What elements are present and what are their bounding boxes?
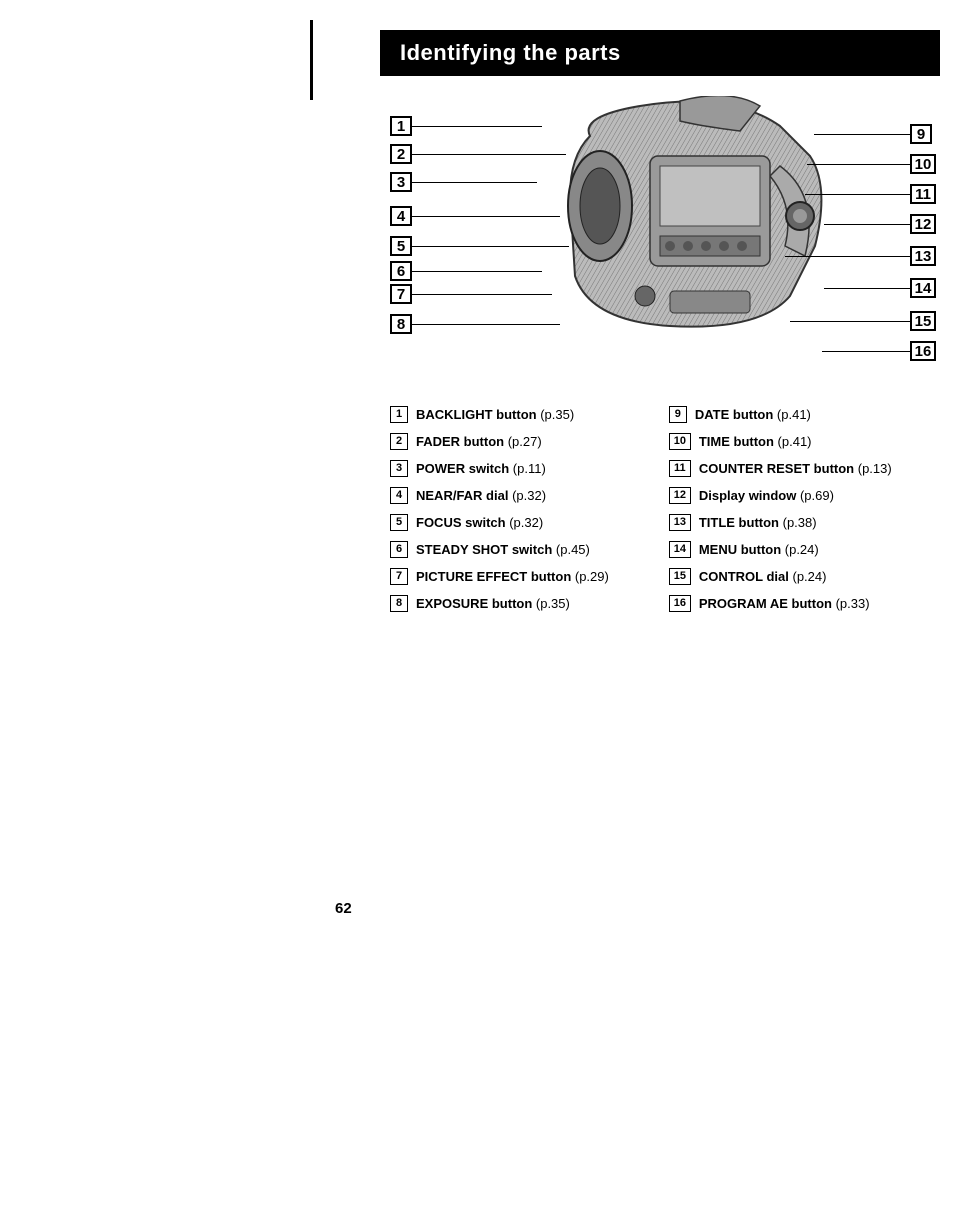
callout-5: 5 — [390, 236, 412, 256]
leader-line — [412, 324, 560, 325]
leader-line — [412, 182, 537, 183]
callout-2: 2 — [390, 144, 412, 164]
part-number: 3 — [390, 460, 408, 477]
section-title: Identifying the parts — [380, 30, 940, 76]
part-item-10: 10 TIME button (p.41) — [669, 433, 892, 450]
part-label: FOCUS switch (p.32) — [416, 515, 543, 530]
parts-list: 1 BACKLIGHT button (p.35) 2 FADER button (p… — [380, 406, 940, 612]
part-label: TITLE button (p.38) — [699, 515, 817, 530]
leader-line — [805, 194, 910, 195]
part-label: PICTURE EFFECT button (p.29) — [416, 569, 609, 584]
callout-16: 16 — [910, 341, 936, 361]
leader-line — [790, 321, 910, 322]
page-content: Identifying the parts — [380, 30, 940, 612]
part-number: 13 — [669, 514, 691, 531]
leader-line — [824, 288, 910, 289]
part-number: 11 — [669, 460, 691, 477]
part-item-4: 4 NEAR/FAR dial (p.32) — [390, 487, 609, 504]
part-item-5: 5 FOCUS switch (p.32) — [390, 514, 609, 531]
callout-8: 8 — [390, 314, 412, 334]
part-item-1: 1 BACKLIGHT button (p.35) — [390, 406, 609, 423]
page-number: 62 — [335, 900, 352, 917]
callout-11: 11 — [910, 184, 936, 204]
part-label: TIME button (p.41) — [699, 434, 812, 449]
part-label: NEAR/FAR dial (p.32) — [416, 488, 546, 503]
part-number: 1 — [390, 406, 408, 423]
leader-line — [814, 134, 910, 135]
callout-1: 1 — [390, 116, 412, 136]
part-label: STEADY SHOT switch (p.45) — [416, 542, 590, 557]
part-number: 14 — [669, 541, 691, 558]
part-label: BACKLIGHT button (p.35) — [416, 407, 574, 422]
callout-13: 13 — [910, 246, 936, 266]
part-number: 9 — [669, 406, 687, 423]
part-item-11: 11 COUNTER RESET button (p.13) — [669, 460, 892, 477]
part-number: 7 — [390, 568, 408, 585]
part-number: 16 — [669, 595, 691, 612]
part-label: DATE button (p.41) — [695, 407, 811, 422]
part-item-6: 6 STEADY SHOT switch (p.45) — [390, 541, 609, 558]
parts-column-left: 1 BACKLIGHT button (p.35) 2 FADER button (p… — [390, 406, 609, 612]
leader-line — [822, 351, 910, 352]
scan-artifact — [310, 20, 313, 100]
part-number: 4 — [390, 487, 408, 504]
callout-10: 10 — [910, 154, 936, 174]
part-item-7: 7 PICTURE EFFECT button (p.29) — [390, 568, 609, 585]
part-number: 12 — [669, 487, 691, 504]
callout-12: 12 — [910, 214, 936, 234]
leader-line — [785, 256, 910, 257]
parts-column-right: 9DATE button (p.41)10TIME button (p.41)1… — [669, 406, 892, 612]
part-number: 5 — [390, 514, 408, 531]
part-label: CONTROL dial (p.24) — [699, 569, 827, 584]
parts-diagram: 12345678910111213141516 — [380, 86, 940, 366]
leader-line — [412, 126, 542, 127]
part-label: PROGRAM AE button (p.33) — [699, 596, 870, 611]
part-item-14: 14 MENU button (p.24) — [669, 541, 892, 558]
callout-3: 3 — [390, 172, 412, 192]
part-item-13: 13 TITLE button (p.38) — [669, 514, 892, 531]
callout-15: 15 — [910, 311, 936, 331]
callout-7: 7 — [390, 284, 412, 304]
part-item-16: 16 PROGRAM AE button (p.33) — [669, 595, 892, 612]
callout-6: 6 — [390, 261, 412, 281]
part-label: MENU button (p.24) — [699, 542, 819, 557]
callout-9: 9 — [910, 124, 932, 144]
leader-line — [412, 294, 552, 295]
part-number: 6 — [390, 541, 408, 558]
callout-14: 14 — [910, 278, 936, 298]
part-item-15: 15 CONTROL dial (p.24) — [669, 568, 892, 585]
leader-line — [412, 271, 542, 272]
part-item-12: 12 Display window (p.69) — [669, 487, 892, 504]
leader-line — [412, 246, 569, 247]
part-number: 15 — [669, 568, 691, 585]
part-item-3: 3 POWER switch (p.11) — [390, 460, 609, 477]
leader-line — [412, 216, 560, 217]
camcorder-illustration — [530, 96, 830, 336]
part-label: FADER button (p.27) — [416, 434, 542, 449]
leader-line — [412, 154, 566, 155]
part-number: 8 — [390, 595, 408, 612]
part-number: 2 — [390, 433, 408, 450]
part-item-9: 9 DATE button (p.41) — [669, 406, 892, 423]
leader-line — [824, 224, 910, 225]
part-label: POWER switch (p.11) — [416, 461, 546, 476]
part-number: 10 — [669, 433, 691, 450]
part-item-2: 2 FADER button (p.27) — [390, 433, 609, 450]
part-item-8: 8 EXPOSURE button (p.35) — [390, 595, 609, 612]
part-label: Display window (p.69) — [699, 488, 834, 503]
leader-line — [807, 164, 910, 165]
callout-4: 4 — [390, 206, 412, 226]
part-label: EXPOSURE button (p.35) — [416, 596, 570, 611]
part-label: COUNTER RESET button (p.13) — [699, 461, 892, 476]
